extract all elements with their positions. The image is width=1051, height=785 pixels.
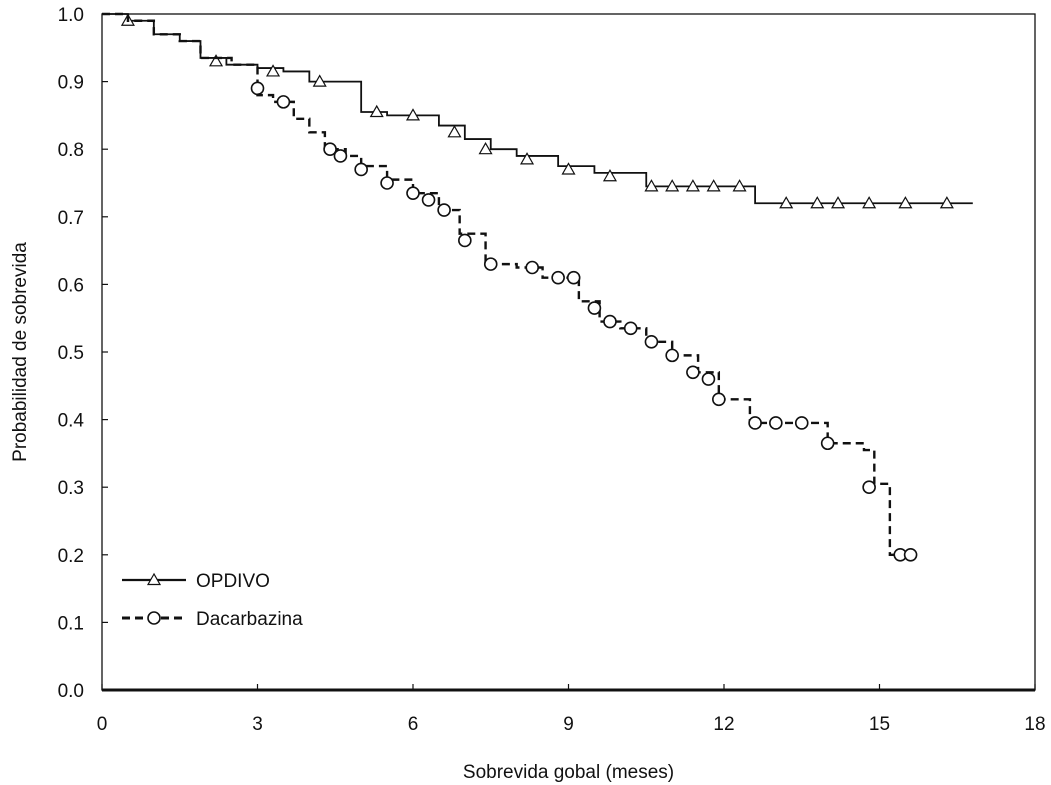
y-tick-label: 0.3 [58, 478, 84, 499]
series-opdivo [102, 13, 973, 209]
y-tick-label: 0.7 [58, 208, 84, 229]
censor-marker-dacarbazina [458, 233, 472, 248]
x-tick-label: 6 [408, 714, 419, 735]
censor-marker-dacarbazina [665, 348, 679, 363]
legend-marker-opdivo [146, 572, 162, 586]
censor-marker-dacarbazina [701, 372, 716, 386]
censor-marker-dacarbazina [820, 436, 835, 451]
censor-marker-opdivo [312, 74, 327, 87]
x-axis-title: Sobrevida gobal (meses) [463, 762, 674, 783]
censor-marker-dacarbazina [587, 301, 602, 315]
censor-marker-opdivo [478, 141, 493, 155]
legend-label-dacarbazina: Dacarbazina [196, 609, 303, 630]
censor-marker-dacarbazina [525, 260, 540, 275]
censor-marker-opdivo [862, 196, 877, 209]
x-tick-label: 0 [97, 714, 108, 735]
y-tick-label: 0.4 [58, 411, 85, 432]
censor-marker-dacarbazina [354, 162, 368, 177]
censor-marker-dacarbazina [437, 203, 451, 217]
series-line-opdivo [102, 13, 973, 205]
censor-marker-dacarbazina [483, 257, 498, 271]
censor-marker-dacarbazina [623, 321, 638, 336]
y-tick-label: 0.0 [58, 681, 84, 702]
censor-marker-dacarbazina [250, 81, 265, 96]
censor-marker-opdivo [266, 64, 281, 77]
censor-marker-opdivo [369, 104, 384, 118]
y-tick-label: 0.2 [58, 546, 84, 567]
x-axis: 0 3 6 9 12 15 18 [97, 684, 1046, 735]
legend: OPDIVO Dacarbazina [122, 571, 303, 630]
censor-marker-opdivo [447, 125, 462, 138]
series-dacarbazina [102, 12, 918, 562]
censor-marker-opdivo [602, 169, 618, 182]
legend-item-opdivo: OPDIVO [122, 571, 270, 592]
x-tick-label: 18 [1024, 714, 1045, 735]
censor-marker-dacarbazina [380, 176, 394, 190]
censor-marker-dacarbazina [566, 270, 581, 285]
y-tick-label: 0.6 [58, 275, 84, 296]
legend-marker-dacarbazina [147, 611, 161, 625]
series-line-dacarbazina [102, 12, 916, 556]
censor-marker-dacarbazina [769, 416, 783, 430]
censor-marker-opdivo [939, 196, 954, 209]
censor-marker-opdivo [405, 108, 421, 121]
censor-marker-dacarbazina [323, 142, 337, 156]
censor-marker-opdivo [732, 179, 747, 192]
censor-marker-dacarbazina [333, 149, 348, 163]
censor-marker-opdivo [208, 54, 224, 67]
legend-item-dacarbazina: Dacarbazina [122, 609, 303, 630]
censor-marker-opdivo [644, 179, 659, 192]
censor-marker-dacarbazina [421, 193, 436, 207]
y-tick-label: 0.9 [58, 73, 84, 94]
censor-marker-dacarbazina [903, 547, 918, 562]
censor-marker-opdivo [810, 196, 825, 209]
x-tick-label: 9 [563, 714, 574, 735]
censor-marker-opdivo [779, 196, 794, 209]
y-axis: 0.0 0.1 0.2 0.3 0.4 0.5 0.6 0.7 0.8 0.9 1.0 [58, 5, 108, 702]
censor-marker-opdivo [830, 196, 846, 209]
censor-marker-dacarbazina [406, 186, 420, 200]
censor-marker-opdivo [561, 162, 576, 175]
x-tick-label: 3 [252, 714, 263, 735]
censor-marker-dacarbazina [794, 416, 809, 430]
censor-marker-dacarbazina [276, 95, 291, 109]
censor-marker-dacarbazina [862, 480, 876, 495]
y-axis-title: Probabilidad de sobrevida [10, 242, 31, 462]
censor-marker-opdivo [685, 179, 700, 192]
censor-marker-opdivo [706, 179, 721, 192]
censor-marker-dacarbazina [748, 416, 762, 430]
censor-marker-dacarbazina [712, 392, 726, 407]
x-tick-label: 12 [713, 714, 734, 735]
series-layer [102, 12, 973, 562]
censor-marker-dacarbazina [551, 270, 565, 285]
censor-marker-dacarbazina [603, 314, 617, 329]
y-tick-label: 0.8 [58, 140, 84, 161]
censor-marker-opdivo [665, 179, 680, 192]
y-tick-label: 0.1 [58, 613, 84, 634]
censor-marker-opdivo [898, 196, 913, 209]
x-tick-label: 15 [869, 714, 890, 735]
y-tick-label: 0.5 [58, 343, 84, 364]
legend-label-opdivo: OPDIVO [196, 571, 270, 592]
censor-marker-dacarbazina [686, 365, 700, 380]
censor-marker-dacarbazina [644, 335, 659, 349]
censor-marker-opdivo [519, 152, 535, 165]
y-tick-label: 1.0 [58, 5, 84, 26]
